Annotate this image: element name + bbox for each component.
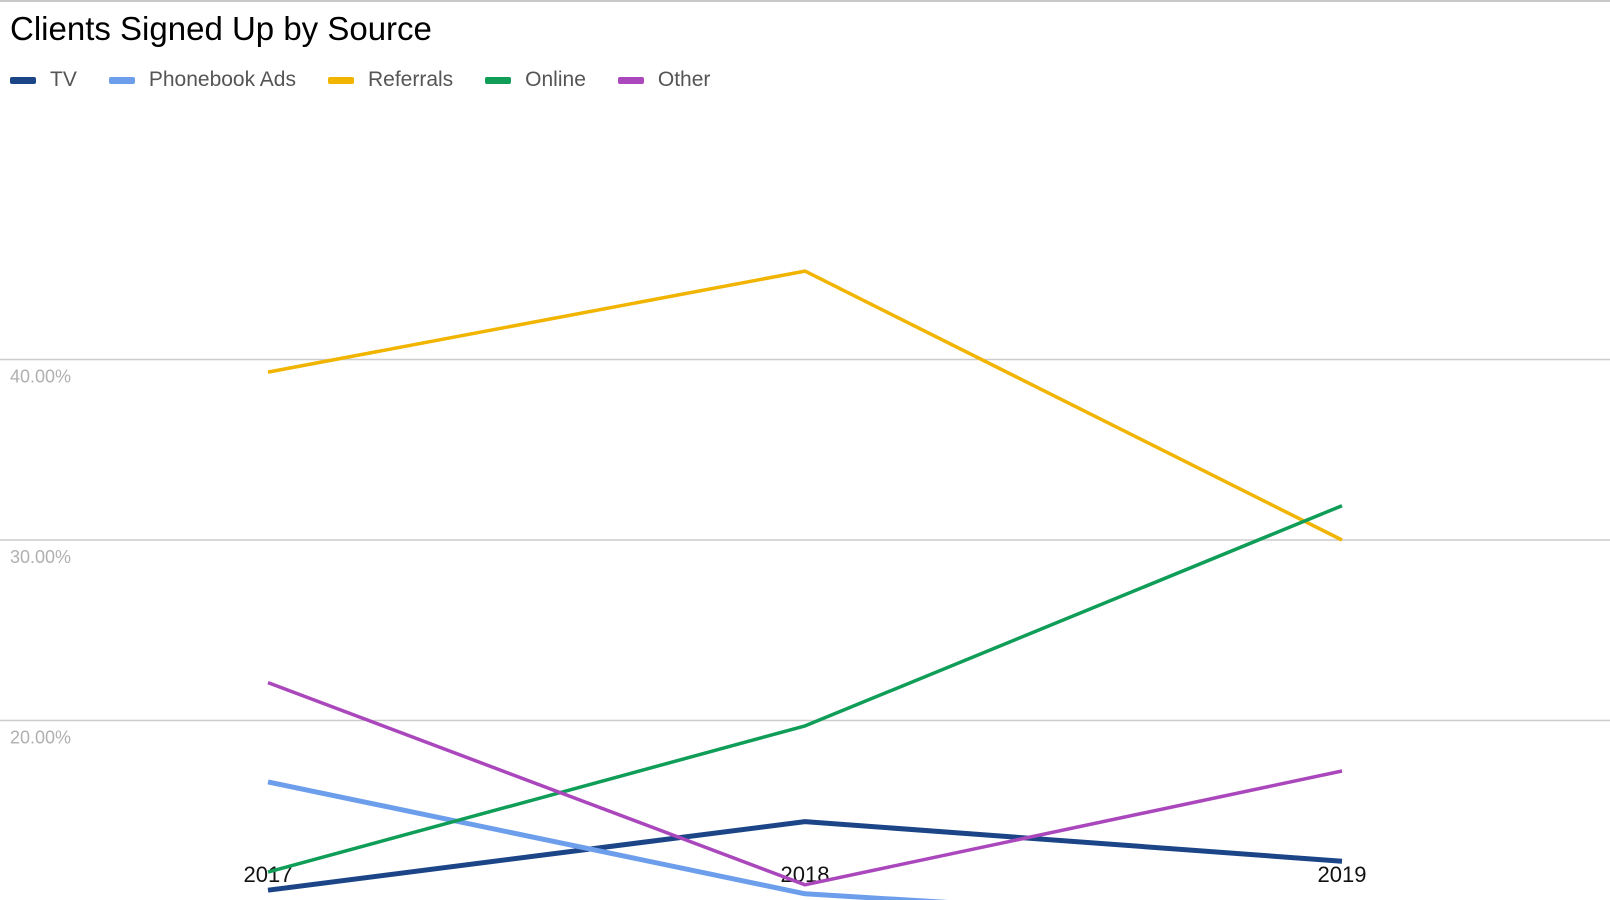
chart-title: Clients Signed Up by Source <box>10 10 432 47</box>
legend-label-referrals: Referrals <box>367 68 454 91</box>
legend-label-phonebook-ads: Phonebook Ads <box>148 68 296 91</box>
legend-item-tv[interactable]: TV <box>10 68 77 92</box>
legend-label-online: Online <box>525 68 586 91</box>
legend-item-online[interactable]: Online <box>485 68 586 92</box>
series-line-tv <box>267 819 1343 893</box>
series-line-online <box>267 504 1343 874</box>
legend-item-referrals[interactable]: Referrals <box>327 68 454 92</box>
y-tick-label: 40.00% <box>10 367 71 387</box>
legend-swatch-tv <box>10 76 36 84</box>
series-line-phonebook-ads <box>267 779 949 900</box>
legend-item-other[interactable]: Other <box>617 68 711 92</box>
legend-swatch-online <box>485 76 512 84</box>
legend-item-phonebook-ads[interactable]: Phonebook Ads <box>108 68 296 92</box>
legend: TV Phonebook Ads Referrals Online Other <box>10 68 742 92</box>
legend-label-other: Other <box>657 68 711 91</box>
y-tick-label: 30.00% <box>10 547 71 567</box>
series-line-other <box>267 680 1343 887</box>
y-tick-label: 20.00% <box>10 728 71 748</box>
legend-label-tv: TV <box>50 68 77 91</box>
legend-swatch-phonebook-ads <box>108 76 135 84</box>
legend-swatch-referrals <box>327 76 354 84</box>
top-divider <box>0 0 1610 2</box>
legend-swatch-other <box>617 76 644 84</box>
x-tick-label: 2019 <box>1318 862 1367 887</box>
series-line-referrals <box>267 269 1343 542</box>
